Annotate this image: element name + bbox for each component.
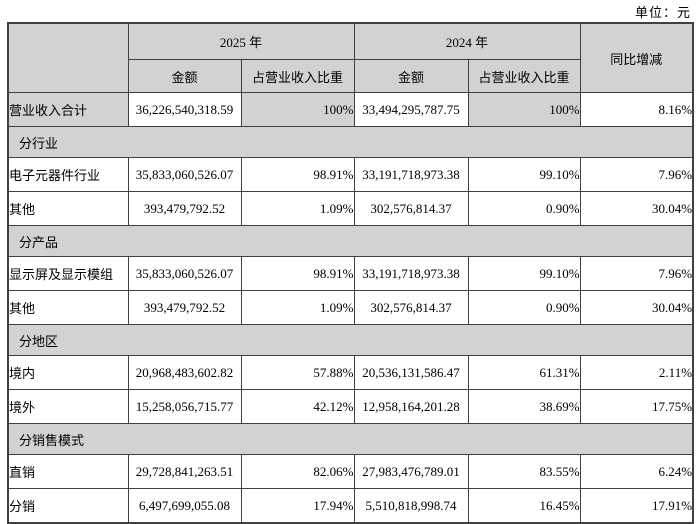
table-row: 显示屏及显示模组 35,833,060,526.07 98.91% 33,191,71… (7, 256, 694, 291)
ratio-2024-cell: 38.69% (467, 389, 581, 424)
table-row: 境外 15,258,056,715.77 42.12% 12,958,164,201.… (7, 389, 694, 424)
header-ratio-2024: 占营业收入比重 (467, 59, 581, 93)
row-label-cell: 境内 (7, 355, 129, 390)
ratio-2024-cell: 99.10% (467, 157, 581, 192)
table-row: 其他 393,479,792.52 1.09% 302,576,814.37 0.90%… (7, 191, 694, 226)
ratio-2025-cell: 98.91% (240, 157, 355, 192)
amount-2025-cell: 393,479,792.52 (127, 290, 242, 325)
amount-2024-cell: 12,958,164,201.28 (353, 389, 469, 424)
amount-2025-cell: 20,968,483,602.82 (127, 355, 242, 390)
table-row: 其他 393,479,792.52 1.09% 302,576,814.37 0.90%… (7, 290, 694, 325)
section-row: 分产品 (7, 225, 694, 257)
ratio-2024-cell: 100% (467, 92, 581, 127)
yoy-cell: 7.96% (579, 157, 694, 192)
ratio-2025-cell: 82.06% (240, 454, 355, 489)
amount-2024-cell: 302,576,814.37 (353, 290, 469, 325)
table-row: 分销 6,497,699,055.08 17.94% 5,510,818,998.74… (7, 488, 694, 524)
ratio-2025-cell: 42.12% (240, 389, 355, 424)
ratio-2024-cell: 0.90% (467, 290, 581, 325)
amount-2025-cell: 35,833,060,526.07 (127, 157, 242, 192)
header-year-2024: 2024 年 (353, 22, 581, 60)
ratio-2024-cell: 99.10% (467, 256, 581, 291)
ratio-2025-cell: 57.88% (240, 355, 355, 390)
yoy-cell: 8.16% (579, 92, 694, 127)
amount-2024-cell: 302,576,814.37 (353, 191, 469, 226)
ratio-2025-cell: 100% (240, 92, 355, 127)
amount-2024-cell: 33,191,718,973.38 (353, 157, 469, 192)
revenue-breakdown-table: 2025 年 2024 年 同比增减 金额 占营业收入比重 金额 占营业收入比重… (7, 22, 695, 524)
yoy-cell: 30.04% (579, 191, 694, 226)
ratio-2025-cell: 1.09% (240, 290, 355, 325)
row-label-cell: 其他 (7, 191, 129, 226)
yoy-cell: 17.91% (579, 488, 694, 524)
amount-2024-cell: 33,191,718,973.38 (353, 256, 469, 291)
yoy-cell: 7.96% (579, 256, 694, 291)
amount-2024-cell: 5,510,818,998.74 (353, 488, 469, 524)
section-label-cell: 分行业 (7, 126, 694, 158)
row-label-cell: 境外 (7, 389, 129, 424)
section-label-cell: 分地区 (7, 324, 694, 356)
ratio-2024-cell: 61.31% (467, 355, 581, 390)
table-row: 直销 29,728,841,263.51 82.06% 27,983,476,789.… (7, 454, 694, 489)
ratio-2024-cell: 16.45% (467, 488, 581, 524)
section-row: 分地区 (7, 324, 694, 356)
amount-2025-cell: 393,479,792.52 (127, 191, 242, 226)
unit-label: 单位：元 (634, 5, 691, 20)
section-row: 分销售模式 (7, 423, 694, 455)
header-empty-cell (7, 22, 129, 93)
section-row: 分行业 (7, 126, 694, 158)
header-ratio-2025: 占营业收入比重 (240, 59, 355, 93)
yoy-cell: 6.24% (579, 454, 694, 489)
section-label-cell: 分产品 (7, 225, 694, 257)
ratio-2025-cell: 1.09% (240, 191, 355, 226)
amount-2025-cell: 29,728,841,263.51 (127, 454, 242, 489)
yoy-cell: 30.04% (579, 290, 694, 325)
table-body: 营业收入合计 36,226,540,318.59 100% 33,494,295,78… (7, 92, 694, 524)
ratio-2025-cell: 98.91% (240, 256, 355, 291)
ratio-2024-cell: 0.90% (467, 191, 581, 226)
amount-2024-cell: 27,983,476,789.01 (353, 454, 469, 489)
row-label-cell: 电子元器件行业 (7, 157, 129, 192)
row-label-cell: 分销 (7, 488, 129, 524)
header-yoy-change: 同比增减 (579, 22, 694, 93)
amount-2025-cell: 35,833,060,526.07 (127, 256, 242, 291)
section-label-cell: 分销售模式 (7, 423, 694, 455)
table-row: 境内 20,968,483,602.82 57.88% 20,536,131,586.… (7, 355, 694, 390)
amount-2024-cell: 20,536,131,586.47 (353, 355, 469, 390)
amount-2025-cell: 6,497,699,055.08 (127, 488, 242, 524)
amount-2025-cell: 36,226,540,318.59 (127, 92, 242, 127)
amount-2025-cell: 15,258,056,715.77 (127, 389, 242, 424)
row-label-cell: 显示屏及显示模组 (7, 256, 129, 291)
amount-2024-cell: 33,494,295,787.75 (353, 92, 469, 127)
table-row: 电子元器件行业 35,833,060,526.07 98.91% 33,191,718… (7, 157, 694, 192)
yoy-cell: 2.11% (579, 355, 694, 390)
yoy-cell: 17.75% (579, 389, 694, 424)
ratio-2025-cell: 17.94% (240, 488, 355, 524)
header-amount-2024: 金额 (353, 59, 469, 93)
ratio-2024-cell: 83.55% (467, 454, 581, 489)
table-row: 营业收入合计 36,226,540,318.59 100% 33,494,295,78… (7, 92, 694, 127)
row-label-cell: 其他 (7, 290, 129, 325)
header-amount-2025: 金额 (127, 59, 242, 93)
row-label-cell: 直销 (7, 454, 129, 489)
header-year-2025: 2025 年 (127, 22, 355, 60)
row-label-cell: 营业收入合计 (7, 92, 129, 127)
